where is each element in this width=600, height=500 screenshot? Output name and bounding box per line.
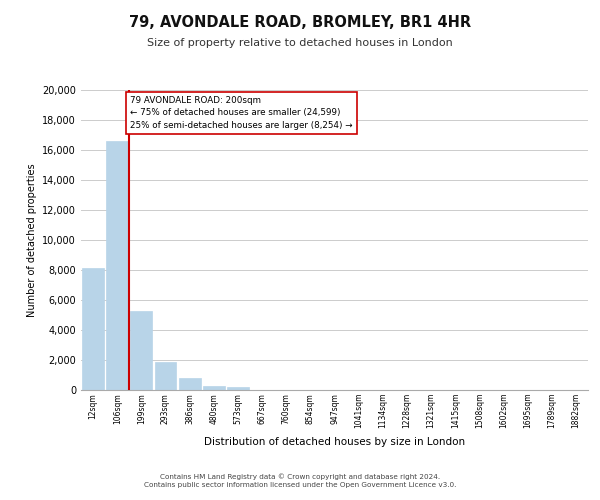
Bar	[155, 362, 176, 390]
Bar	[130, 310, 152, 390]
Y-axis label: Number of detached properties: Number of detached properties	[27, 163, 37, 317]
X-axis label: Distribution of detached houses by size in London: Distribution of detached houses by size …	[204, 436, 465, 446]
Bar	[179, 378, 200, 390]
Text: Contains HM Land Registry data © Crown copyright and database right 2024.
Contai: Contains HM Land Registry data © Crown c…	[144, 474, 456, 488]
Bar	[82, 268, 104, 390]
Bar	[106, 141, 128, 390]
Bar	[203, 386, 224, 390]
Text: 79, AVONDALE ROAD, BROMLEY, BR1 4HR: 79, AVONDALE ROAD, BROMLEY, BR1 4HR	[129, 15, 471, 30]
Text: 79 AVONDALE ROAD: 200sqm
← 75% of detached houses are smaller (24,599)
25% of se: 79 AVONDALE ROAD: 200sqm ← 75% of detach…	[130, 96, 353, 130]
Bar	[227, 387, 249, 390]
Text: Size of property relative to detached houses in London: Size of property relative to detached ho…	[147, 38, 453, 48]
